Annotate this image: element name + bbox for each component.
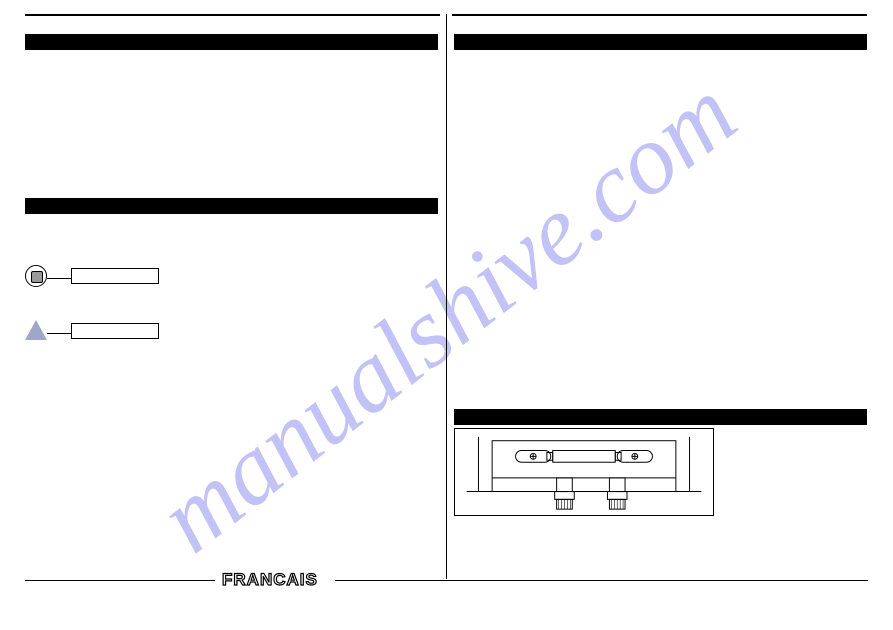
- callout-connector: [47, 333, 71, 334]
- section-bar-right-1: [454, 34, 867, 50]
- figure-svg: [455, 429, 713, 515]
- callout-label-box: [71, 323, 159, 339]
- top-rule-left: [25, 14, 440, 16]
- footer-rule-right: [335, 580, 868, 581]
- callout-note: [25, 265, 159, 287]
- callout-connector: [47, 278, 71, 279]
- footer-rule-left: [25, 580, 215, 581]
- section-bar-left-2: [25, 198, 438, 214]
- note-icon: [25, 265, 47, 287]
- callout-label-box: [71, 268, 159, 284]
- callout-warning: [25, 320, 159, 340]
- section-bar-left-1: [25, 34, 438, 50]
- technical-figure: [454, 428, 714, 516]
- column-divider: [446, 14, 447, 579]
- top-rule-right: [452, 14, 867, 16]
- manual-page: manualshive.com: [0, 0, 893, 630]
- page-content: FRANCAIS: [0, 0, 893, 630]
- warning-triangle-icon: [25, 320, 47, 340]
- section-bar-right-2: [454, 409, 867, 425]
- footer-language-label: FRANCAIS: [222, 570, 318, 590]
